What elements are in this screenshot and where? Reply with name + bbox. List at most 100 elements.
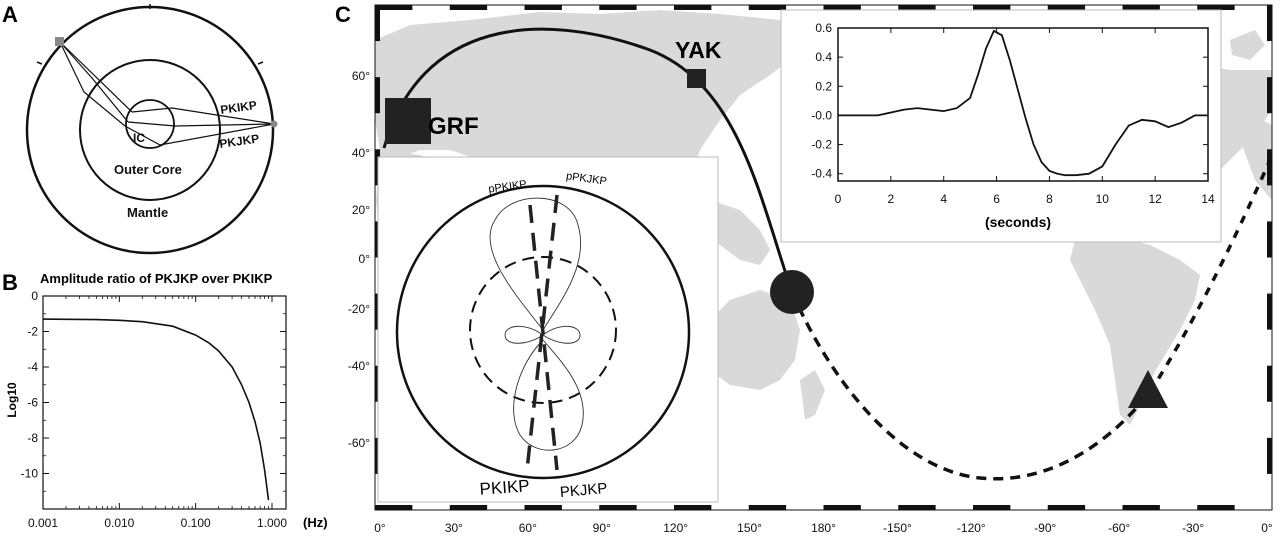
waveform-xlabel: (seconds) (985, 214, 1051, 230)
frame-check (375, 5, 380, 42)
x-tick-label: 0.001 (28, 516, 58, 530)
y-tick-label: -0.4 (811, 167, 832, 181)
lon-label: 180° (811, 521, 836, 535)
lon-label: -120° (957, 521, 986, 535)
right-lobe (542, 325, 581, 344)
frame-check (973, 5, 1011, 10)
panel-b: B Amplitude ratio of PKJKP over PKIKP 0.… (2, 270, 328, 530)
outer-core-label: Outer Core (114, 162, 182, 177)
frame-check (599, 505, 637, 510)
lon-label: -90° (1034, 521, 1056, 535)
lon-label: 120° (663, 521, 688, 535)
pkjkp-label: PKJKP (218, 132, 260, 151)
radiation-pattern-inset: pPKIKP pPKJKP PKIKP PKJKP (377, 156, 719, 503)
frame-check (1267, 5, 1272, 42)
panel-a-letter: A (2, 2, 18, 27)
y-tick-label: -10 (21, 467, 39, 481)
lat-label: 60° (352, 69, 370, 83)
receiver-marker (270, 120, 278, 128)
frame-check (599, 5, 637, 10)
panel-b-title: Amplitude ratio of PKJKP over PKIKP (40, 271, 273, 286)
waveform-inset-frame (780, 9, 1222, 243)
great-circle-path-solid (382, 27, 794, 293)
great-circle-path-antipode (1148, 159, 1272, 393)
lower-lobe (513, 339, 584, 451)
lon-label: 90° (593, 521, 611, 535)
mantle-label: Mantle (127, 205, 168, 220)
ray-paths (59, 41, 275, 146)
x-tick-label: 6 (993, 192, 1000, 206)
y-tick-label: -8 (27, 431, 38, 445)
pkjkp-ray-line (525, 194, 559, 471)
lon-label: 0° (374, 521, 386, 535)
lon-label: -30° (1182, 521, 1204, 535)
frame-check (823, 5, 861, 10)
panel-b-letter: B (2, 270, 18, 295)
y-tick-label: 0.6 (815, 21, 832, 35)
frame-check (1122, 505, 1160, 510)
antipode-triangle-marker (1128, 370, 1168, 408)
y-tick-label: -4 (27, 360, 38, 374)
frame-check (1267, 221, 1272, 258)
y-tick-label: 0.2 (815, 79, 832, 93)
panel-c: C GRF YAK 60° 40 (335, 2, 1273, 535)
panel-b-axes: 0.001 0.010 0.100 1.000 0 -2 -4 -6 -8 -10 (21, 289, 288, 530)
lon-label: -150° (883, 521, 912, 535)
lon-label: 150° (737, 521, 762, 535)
frame-check (1197, 5, 1235, 10)
frame-check (1267, 77, 1272, 114)
frame-check (1267, 437, 1272, 474)
p-pkjkp-label: pPKJKP (565, 170, 607, 188)
latitude-labels: 60° 40° 20° 0° -20° -40° -60° (348, 69, 370, 450)
frame-check (898, 505, 936, 510)
frame-check (375, 505, 413, 510)
x-tick-label: 0.100 (181, 516, 211, 530)
inner-core-circle (125, 99, 175, 149)
lon-label: 30° (445, 521, 463, 535)
frame-check (449, 505, 488, 510)
frame-check (973, 505, 1011, 510)
frame-check (375, 5, 413, 10)
frame-check (898, 5, 936, 10)
panel-a: A IC Outer Core Mantle PKIKP PKJKP (2, 2, 278, 255)
x-tick-label: 0.010 (104, 516, 134, 530)
frame-check (375, 77, 380, 114)
y-tick-label: -6 (27, 396, 38, 410)
lon-label: 60° (519, 521, 537, 535)
x-tick-label: 2 (888, 192, 895, 206)
pkikp-ray-line (528, 204, 559, 471)
radiation-inset-frame (377, 156, 719, 503)
x-tick-label: 10 (1096, 192, 1110, 206)
ratio-curve (42, 318, 270, 501)
panel-b-xunit: (Hz) (303, 515, 328, 530)
y-tick-label: -2 (27, 325, 38, 339)
outer-core-circle (79, 59, 221, 201)
pkikp-inset-label: PKIKP (479, 476, 530, 498)
y-tick-label: 0 (31, 289, 38, 303)
panel-b-ylabel: Log10 (5, 382, 19, 418)
lat-label: 40° (352, 146, 370, 160)
great-circle-path-dashed (790, 291, 1152, 481)
s-wave-pattern (469, 256, 617, 404)
lat-label: -20° (348, 302, 370, 316)
p-pkikp-label: pPKIKP (488, 178, 528, 195)
waveform-trace (838, 29, 1208, 177)
frame-check (1197, 505, 1235, 510)
frame-check (1267, 149, 1272, 186)
frame-check (524, 5, 562, 10)
x-tick-label: 14 (1201, 192, 1215, 206)
frame-check (674, 5, 712, 10)
pkikp-label: PKIKP (219, 98, 257, 117)
lat-label: 0° (359, 252, 371, 266)
x-tick-label: 8 (1046, 192, 1053, 206)
frame-check (1267, 293, 1272, 330)
frame-check (524, 505, 562, 510)
grf-label: GRF (428, 113, 479, 140)
yak-station-marker (687, 69, 706, 88)
frame-check (1122, 5, 1160, 10)
left-lobe (504, 325, 544, 344)
x-tick-label: 0 (835, 192, 842, 206)
yak-label: YAK (675, 37, 722, 63)
lon-label: 0° (1261, 521, 1273, 535)
